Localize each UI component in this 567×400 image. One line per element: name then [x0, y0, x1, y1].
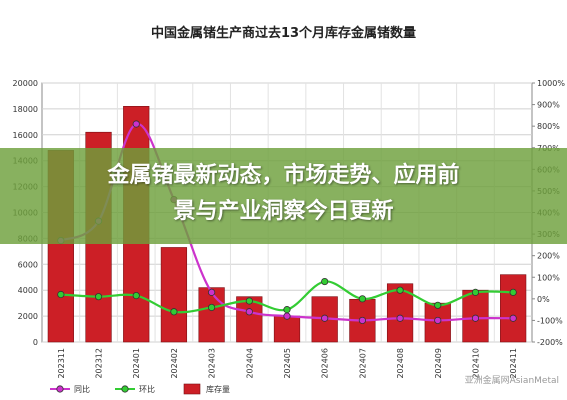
y-right-tick-label: -200% [537, 338, 563, 347]
point-环比-202311 [57, 290, 65, 299]
point-环比-202312 [94, 293, 103, 301]
y-right-tick-label: 800% [537, 122, 560, 131]
y-right-tick-label: 1000% [537, 79, 565, 88]
point-环比-202410 [471, 288, 480, 296]
point-同比-202411 [509, 314, 517, 322]
point-环比-202404 [245, 297, 253, 305]
point-环比-202403 [208, 303, 216, 312]
source-watermark: 亚洲金属网AsianMetal [464, 376, 559, 386]
point-环比-202402 [170, 308, 178, 316]
legend-label-环比: 环比 [139, 384, 155, 394]
y-left-tick-label: 2000 [18, 312, 38, 321]
x-tick-label: 202403 [208, 348, 217, 379]
y-right-tick-label: 100% [537, 273, 560, 282]
chart-title: 中国金属锗生产商过去13个月库存金属锗数量 [150, 26, 417, 41]
x-tick-label: 202404 [245, 348, 254, 379]
point-同比-202406 [321, 314, 329, 322]
legend-label-同比: 同比 [74, 384, 90, 394]
point-同比-202401 [132, 120, 140, 128]
point-环比-202407 [358, 295, 366, 303]
headline-line-1: 金属锗最新动态，市场走势、应用前 [107, 163, 460, 188]
bar-202405 [273, 315, 301, 343]
x-tick-label: 202401 [132, 348, 141, 379]
legend-swatch-库存量 [183, 383, 201, 395]
point-环比-202411 [509, 288, 517, 296]
bar-202403 [198, 287, 225, 343]
y-left-tick-label: 20000 [13, 79, 38, 88]
point-同比-202409 [434, 316, 442, 325]
headline-text[interactable]: 金属锗最新动态，市场走势、应用前 景与产业洞察今日更新 [20, 158, 547, 230]
y-left-tick-label: 0 [33, 338, 38, 347]
legend-marker-环比 [121, 385, 129, 393]
point-同比-202408 [396, 314, 404, 322]
x-tick-label: 202408 [396, 348, 405, 379]
point-环比-202406 [321, 277, 329, 286]
y-right-tick-label: 900% [537, 101, 560, 110]
y-right-tick-label: -100% [537, 316, 563, 325]
point-环比-202401 [132, 291, 140, 300]
y-left-tick-label: 4000 [18, 286, 38, 295]
point-同比-202410 [471, 314, 480, 322]
point-同比-202403 [208, 288, 216, 296]
point-环比-202408 [396, 286, 404, 294]
headline-banner [0, 148, 567, 244]
x-tick-label: 202407 [358, 348, 367, 379]
line-series [57, 120, 517, 325]
bar-202411 [500, 274, 527, 343]
headline-line-2: 景与产业洞察今日更新 [173, 199, 394, 224]
x-tick-label: 202311 [57, 348, 66, 379]
x-tick-label: 202409 [434, 348, 443, 379]
x-tick-label: 202312 [95, 348, 104, 379]
y-right-tick-label: 200% [537, 252, 560, 261]
point-同比-202405 [283, 312, 291, 320]
legend-label-库存量: 库存量 [206, 384, 230, 394]
point-同比-202407 [358, 316, 366, 325]
x-tick-label: 202410 [471, 348, 480, 379]
x-tick-label: 202406 [321, 348, 330, 379]
legend: 同比 环比 库存量 [50, 383, 230, 395]
point-环比-202409 [434, 301, 442, 309]
y-left-tick-label: 18000 [13, 105, 38, 114]
y-left-tick-label: 16000 [13, 131, 38, 140]
legend-marker-同比 [56, 385, 64, 393]
y-left-tick-label: 6000 [18, 260, 38, 269]
point-环比-202405 [283, 306, 291, 314]
bar-202402 [160, 247, 188, 343]
x-tick-label: 202405 [283, 348, 292, 379]
point-同比-202404 [245, 308, 253, 316]
x-tick-label: 202402 [170, 348, 179, 379]
y-right-tick-label: 0% [537, 295, 550, 304]
x-tick-label: 202411 [509, 348, 518, 379]
